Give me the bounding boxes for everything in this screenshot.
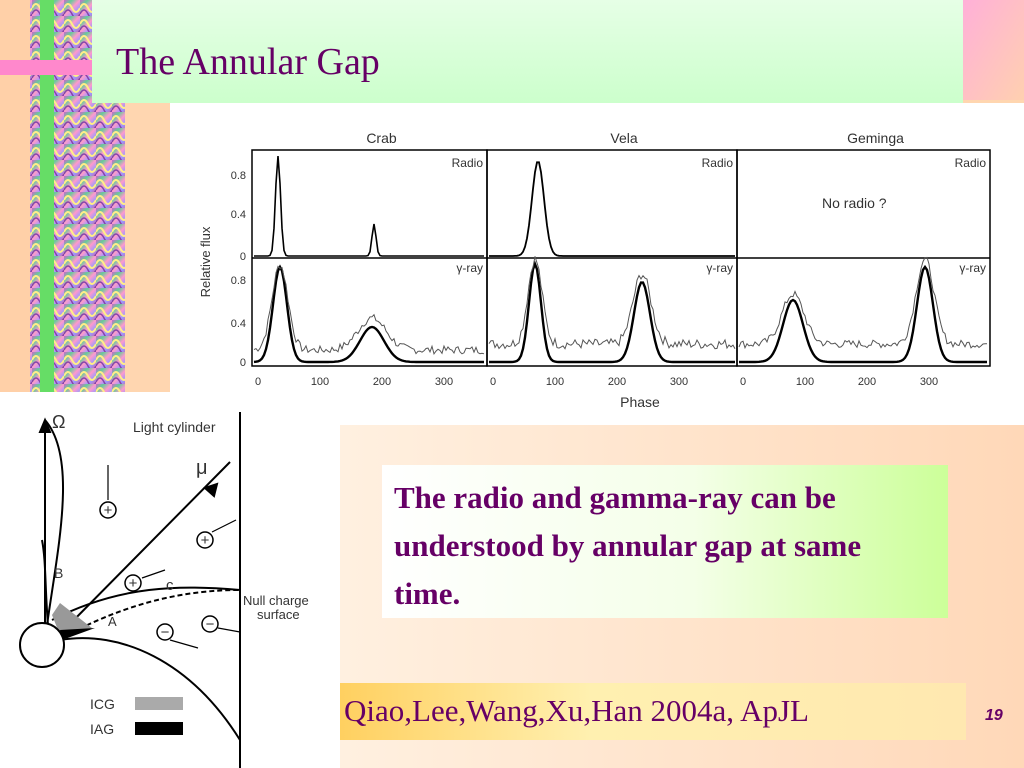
radio-label: Radio: [955, 156, 987, 170]
y-tick-label: 0.8: [231, 170, 246, 182]
profile-curve: [738, 256, 988, 350]
y-tick-label: 0: [240, 357, 246, 369]
green-band: [40, 0, 54, 392]
negative-charge: [201, 615, 219, 633]
x-tick-label: 0: [255, 376, 261, 388]
legend-label: IAG: [90, 721, 114, 737]
x-tick-label: 200: [608, 376, 626, 388]
plus-sign: +: [104, 502, 113, 519]
y-tick-label: 0.4: [231, 318, 246, 330]
radio-label: Radio: [452, 156, 484, 170]
null-charge-label: surface: [257, 607, 300, 622]
x-tick-label: 100: [546, 376, 564, 388]
annotation: No radio ?: [822, 195, 887, 211]
field-line: [51, 586, 241, 621]
field-line: [41, 539, 49, 626]
field-line: [59, 637, 241, 741]
iag-region: [60, 628, 95, 640]
body-text: The radio and gamma-ray can be understoo…: [394, 480, 862, 611]
plus-sign: +: [201, 532, 210, 549]
x-tick-label: 300: [670, 376, 688, 388]
y-tick-label: 0.8: [231, 275, 246, 287]
x-tick-label: 0: [490, 376, 496, 388]
profile-curve: [253, 264, 484, 364]
omega-label: Ω: [52, 412, 65, 432]
velocity-arrow: [169, 639, 199, 649]
minus-sign: −: [161, 624, 170, 641]
corner-decoration: [963, 0, 1024, 100]
x-tick-label: 300: [920, 376, 938, 388]
field-line: [44, 419, 65, 641]
radio-label: Radio: [702, 156, 734, 170]
icg-swatch: [135, 697, 183, 710]
mu-label: μ: [196, 457, 208, 479]
slide-title: The Annular Gap: [116, 41, 380, 83]
column-title: Geminga: [847, 130, 904, 146]
iag-swatch: [135, 722, 183, 735]
negative-charge: [156, 623, 174, 641]
pink-band: [0, 60, 92, 75]
figure-background: [170, 103, 1024, 425]
b-label: B: [54, 565, 63, 581]
arrow-head: [203, 482, 219, 498]
profile-curve: [489, 161, 735, 257]
velocity-arrow: [141, 569, 166, 579]
profile-curve: [253, 265, 485, 356]
positive-charge: [196, 531, 214, 549]
text-box: [382, 465, 948, 618]
positive-charge: [99, 501, 117, 519]
c-label: c: [166, 577, 174, 594]
neutron-star: [19, 622, 65, 668]
profile-curve: [254, 155, 484, 257]
x-tick-label: 100: [796, 376, 814, 388]
page-number: 19: [985, 707, 1003, 724]
y-tick-label: 0.4: [231, 209, 246, 221]
gamma-label: γ-ray: [706, 261, 733, 275]
column-title: Crab: [366, 130, 397, 146]
plus-sign: +: [129, 575, 138, 592]
arrow-head: [38, 417, 52, 433]
gamma-label: γ-ray: [456, 261, 483, 275]
velocity-arrow: [211, 519, 237, 533]
citation: Qiao,Lee,Wang,Xu,Han 2004a, ApJL: [344, 693, 809, 728]
profile-curve: [488, 256, 736, 350]
light-cylinder-label: Light cylinder: [133, 419, 216, 435]
positive-charge: [124, 574, 142, 592]
mu-line: [61, 461, 231, 633]
null-charge-label: Null charge: [243, 593, 309, 608]
profile-curve: [489, 260, 735, 364]
title-bar: [92, 0, 963, 103]
citation-box: [340, 683, 966, 740]
y-tick-label: 0: [240, 251, 246, 263]
x-tick-label: 200: [858, 376, 876, 388]
legend-label: ICG: [90, 696, 115, 712]
gamma-label: γ-ray: [959, 261, 986, 275]
y-axis-label: Relative flux: [198, 226, 213, 297]
minus-sign: −: [206, 616, 215, 633]
x-tick-label: 0: [740, 376, 746, 388]
x-tick-label: 100: [311, 376, 329, 388]
pulse-profiles: Crab Radio γ-ray 0 100 200 300 Vela Radio γ-ray 0 1…: [198, 130, 991, 410]
x-tick-label: 200: [373, 376, 391, 388]
profile-curve: [739, 264, 987, 364]
a-label: A: [108, 614, 117, 629]
column-title: Vela: [610, 130, 637, 146]
x-tick-label: 300: [435, 376, 453, 388]
velocity-arrow: [217, 627, 241, 633]
x-axis-label: Phase: [620, 394, 660, 410]
